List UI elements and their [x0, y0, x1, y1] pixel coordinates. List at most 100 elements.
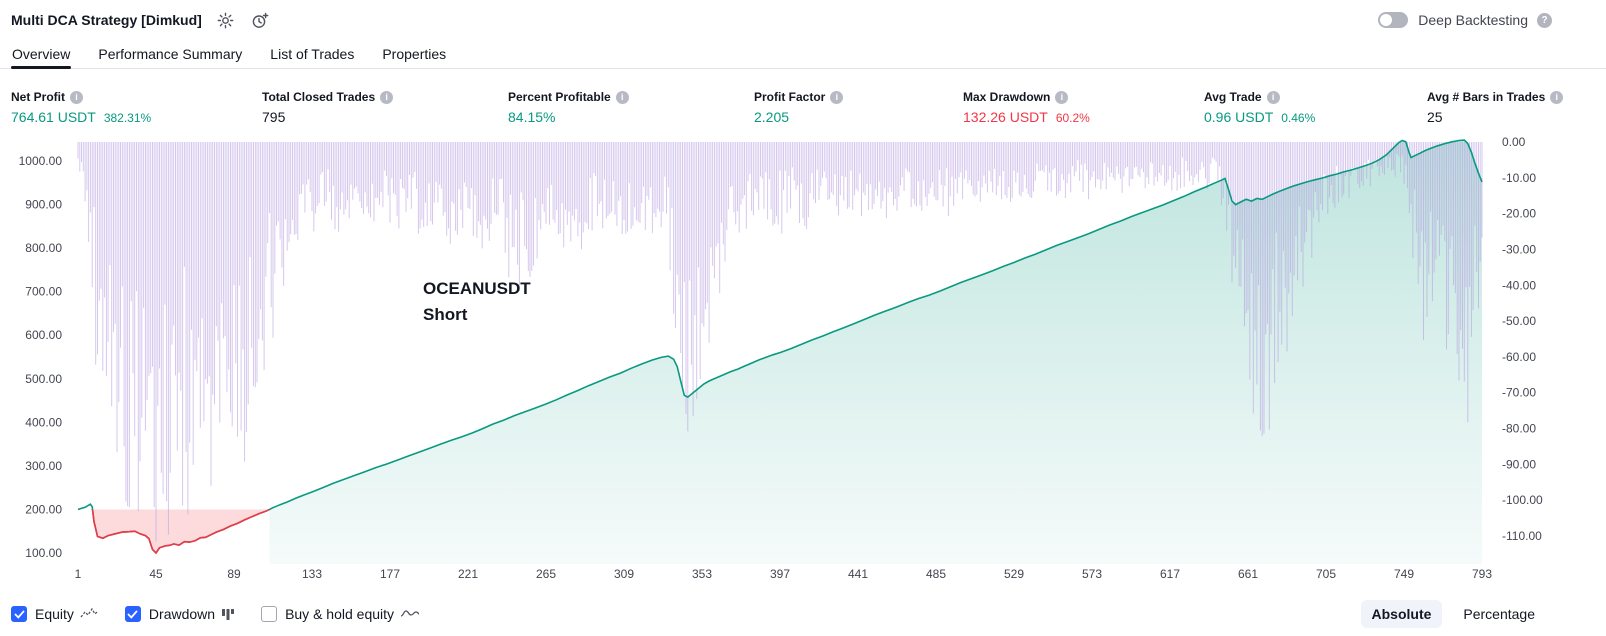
- checkbox-icon: [124, 606, 141, 622]
- svg-text:221: 221: [458, 567, 478, 581]
- tab-bar: Overview Performance Summary List of Tra…: [0, 40, 1606, 69]
- svg-text:45: 45: [149, 567, 163, 581]
- axis-labels: 1000.00 900.00 800.00 700.00 600.00 500.00 400…: [19, 135, 1543, 581]
- svg-text:-80.00: -80.00: [1502, 422, 1536, 436]
- stat-label: Max Drawdown: [963, 90, 1051, 104]
- header: Multi DCA Strategy [Dimkud] Deep Backtes…: [0, 0, 1606, 40]
- settings-gear-icon[interactable]: [215, 10, 236, 31]
- svg-text:309: 309: [614, 567, 634, 581]
- svg-text:400.00: 400.00: [25, 415, 62, 429]
- value-mode-switch: Absolute Percentage: [1360, 600, 1547, 628]
- svg-text:265: 265: [536, 567, 556, 581]
- stat-avg-trade: Avg Trade i 0.96 USDT 0.46%: [1204, 90, 1427, 125]
- info-icon[interactable]: i: [70, 90, 83, 104]
- info-icon[interactable]: i: [1550, 90, 1564, 104]
- checkbox-icon: [261, 606, 278, 622]
- buy-hold-line-icon: [400, 608, 420, 620]
- tab-list-of-trades-label: List of Trades: [270, 46, 355, 62]
- svg-text:1000.00: 1000.00: [19, 154, 63, 168]
- svg-text:300.00: 300.00: [25, 459, 62, 473]
- toggle-knob: [1380, 14, 1393, 26]
- svg-text:500.00: 500.00: [25, 372, 62, 386]
- info-icon[interactable]: i: [1055, 90, 1069, 104]
- svg-text:0.00: 0.00: [1502, 135, 1526, 149]
- legend-drawdown-checkbox[interactable]: Drawdown: [124, 606, 235, 622]
- svg-text:441: 441: [848, 567, 868, 581]
- stat-label: Avg Trade: [1204, 90, 1262, 104]
- strategy-title: Multi DCA Strategy [Dimkud]: [11, 12, 202, 28]
- tab-list-of-trades[interactable]: List of Trades: [269, 40, 355, 68]
- equity-chart[interactable]: 1000.00 900.00 800.00 700.00 600.00 500.00 400…: [0, 134, 1606, 594]
- symbol-annotation-line1: OCEANUSDT: [423, 279, 531, 298]
- stat-value: 132.26 USDT: [963, 109, 1048, 125]
- checkbox-icon: [11, 606, 27, 622]
- absolute-mode-button[interactable]: Absolute: [1360, 600, 1443, 628]
- svg-text:661: 661: [1238, 567, 1258, 581]
- add-alert-clock-icon[interactable]: [249, 10, 271, 31]
- info-icon[interactable]: i: [615, 90, 629, 104]
- svg-text:353: 353: [692, 567, 712, 581]
- legend-buy-hold-checkbox[interactable]: Buy & hold equity: [261, 606, 420, 622]
- stat-percent-profitable: Percent Profitable i 84.15%: [508, 90, 754, 125]
- svg-text:485: 485: [926, 567, 946, 581]
- svg-text:-30.00: -30.00: [1502, 243, 1536, 257]
- svg-text:177: 177: [380, 567, 400, 581]
- drawdown-bars: [77, 142, 1483, 542]
- svg-text:700.00: 700.00: [25, 285, 62, 299]
- legend-equity-label: Equity: [35, 606, 74, 622]
- deep-backtesting-help-icon[interactable]: ?: [1537, 12, 1552, 28]
- stat-value: 764.61 USDT: [11, 109, 96, 125]
- svg-text:1: 1: [75, 567, 82, 581]
- svg-text:-10.00: -10.00: [1502, 171, 1536, 185]
- svg-text:-20.00: -20.00: [1502, 207, 1536, 221]
- equity-chart-svg: 1000.00 900.00 800.00 700.00 600.00 500.00 400…: [19, 135, 1543, 581]
- stat-label: Total Closed Trades: [262, 90, 376, 104]
- stat-avg-bars-in-trades: Avg # Bars in Trades i 25: [1427, 90, 1606, 125]
- svg-text:-50.00: -50.00: [1502, 314, 1536, 328]
- svg-text:100.00: 100.00: [25, 546, 62, 560]
- equity-line-icon: [80, 608, 99, 620]
- svg-text:793: 793: [1472, 567, 1492, 581]
- svg-text:-100.00: -100.00: [1502, 493, 1543, 507]
- equity-line-negative: [78, 509, 272, 555]
- tab-properties[interactable]: Properties: [381, 40, 447, 68]
- stat-total-closed-trades: Total Closed Trades i 795: [262, 90, 508, 125]
- svg-text:-90.00: -90.00: [1502, 457, 1536, 471]
- percentage-mode-button[interactable]: Percentage: [1452, 600, 1546, 628]
- legend-buy-hold-label: Buy & hold equity: [285, 606, 395, 622]
- stat-net-profit: Net Profit i 764.61 USDT 382.31%: [11, 90, 262, 125]
- svg-text:529: 529: [1004, 567, 1024, 581]
- deep-backtesting-toggle[interactable]: [1378, 12, 1409, 28]
- stat-label: Avg # Bars in Trades: [1427, 90, 1546, 104]
- svg-text:617: 617: [1160, 567, 1180, 581]
- equity-area-negative: [92, 509, 270, 553]
- stat-secondary: 60.2%: [1055, 111, 1090, 125]
- chart-legend-bar: Equity Drawdown Buy & hold equity Abs: [0, 594, 1606, 634]
- stat-value: 84.15%: [508, 109, 556, 125]
- stat-secondary: 382.31%: [103, 111, 152, 125]
- info-icon[interactable]: i: [380, 90, 394, 104]
- svg-text:705: 705: [1316, 567, 1336, 581]
- svg-text:800.00: 800.00: [25, 241, 62, 255]
- tab-overview-label: Overview: [12, 46, 71, 62]
- stat-label: Profit Factor: [754, 90, 826, 104]
- stats-row: Net Profit i 764.61 USDT 382.31% Total Clo…: [0, 69, 1606, 134]
- svg-text:-110.00: -110.00: [1502, 529, 1542, 543]
- svg-text:397: 397: [770, 567, 790, 581]
- svg-text:600.00: 600.00: [25, 328, 62, 342]
- tab-overview[interactable]: Overview: [11, 40, 72, 69]
- svg-text:749: 749: [1394, 567, 1414, 581]
- drawdown-bars-icon: [221, 608, 235, 621]
- stat-max-drawdown: Max Drawdown i 132.26 USDT 60.2%: [963, 90, 1204, 125]
- svg-text:900.00: 900.00: [25, 198, 62, 212]
- stat-value: 25: [1427, 109, 1443, 125]
- info-icon[interactable]: i: [1266, 90, 1280, 104]
- tab-performance-summary[interactable]: Performance Summary: [97, 40, 243, 68]
- tab-properties-label: Properties: [382, 46, 447, 62]
- info-icon[interactable]: i: [830, 90, 844, 104]
- legend-equity-checkbox[interactable]: Equity: [11, 606, 99, 622]
- stat-label: Net Profit: [11, 90, 65, 104]
- deep-backtesting-label: Deep Backtesting: [1418, 12, 1528, 28]
- tab-performance-summary-label: Performance Summary: [98, 46, 243, 62]
- stat-profit-factor: Profit Factor i 2.205: [754, 90, 963, 125]
